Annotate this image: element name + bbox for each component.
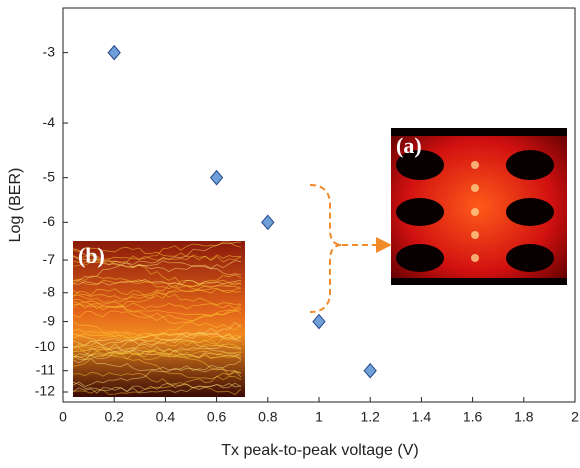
point — [364, 364, 376, 378]
y-tick-label: -8 — [43, 283, 56, 299]
x-tick-label: 0.2 — [104, 409, 124, 425]
x-tick-label: 1.2 — [360, 409, 380, 425]
x-tick-label: 1.6 — [463, 409, 483, 425]
inset-b: (b) — [73, 241, 245, 397]
y-axis-label: Log (BER) — [7, 168, 24, 243]
y-tick-label: -12 — [35, 383, 55, 399]
inset-a: (a) — [391, 128, 567, 285]
y-tick-label: -6 — [43, 213, 56, 229]
y-tick-label: -5 — [43, 168, 56, 184]
x-tick-label: 0.4 — [156, 409, 176, 425]
chart: (b) (a) Tx peak-to-peak voltage (V) Log … — [0, 0, 580, 463]
brace — [310, 185, 342, 312]
point — [262, 215, 274, 229]
y-tick-label: -3 — [43, 43, 56, 59]
y-tick-label: -4 — [43, 114, 56, 130]
x-axis-label: Tx peak-to-peak voltage (V) — [221, 442, 418, 459]
x-tick-label: 1.4 — [412, 409, 432, 425]
y-tick-label: -9 — [43, 312, 56, 328]
x-tick-label: 2 — [571, 409, 579, 425]
page: {"chart_data": {"type": "scatter", "x_la… — [0, 0, 580, 468]
x-tick-label: 1.8 — [514, 409, 534, 425]
point — [108, 46, 120, 60]
inset-label: (b) — [78, 243, 105, 268]
x-tick-label: 0.6 — [207, 409, 227, 425]
x-tick-label: 0 — [59, 409, 67, 425]
y-tick-label: -7 — [43, 251, 56, 267]
x-tick-label: 1 — [315, 409, 323, 425]
y-tick-label: -10 — [35, 338, 55, 354]
x-tick-label: 0.8 — [258, 409, 278, 425]
inset-label: (a) — [396, 133, 422, 158]
y-tick-label: -11 — [36, 361, 55, 377]
point — [313, 315, 325, 329]
point — [211, 171, 223, 185]
